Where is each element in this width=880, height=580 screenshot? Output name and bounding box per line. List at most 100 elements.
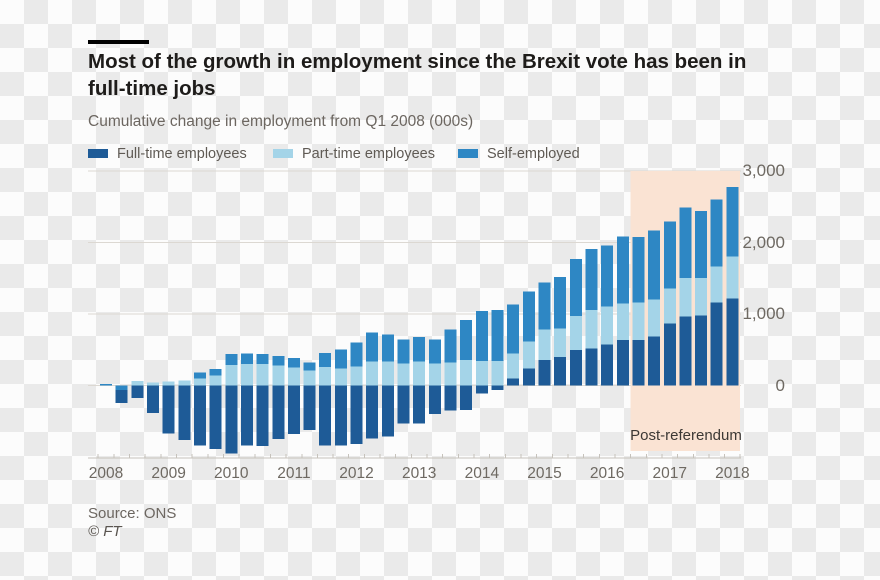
bar-2015 Q1-Part-time employees [538, 329, 551, 361]
bar-2014 Q1-Part-time employees [475, 361, 488, 386]
bar-2013 Q3-Part-time employees [444, 362, 457, 386]
bar-2015 Q2-Full-time employees [554, 356, 567, 386]
bar-2012 Q4-Full-time employees [397, 385, 410, 424]
bar-2014 Q2-Part-time employees [491, 361, 504, 386]
bar-2014 Q4-Part-time employees [522, 341, 535, 369]
bar-2014 Q4-Self-employed [522, 291, 535, 342]
bar-2017 Q3-Full-time employees [695, 315, 708, 386]
bar-2013 Q4-Full-time employees [460, 385, 473, 410]
bar-2015 Q1-Self-employed [538, 282, 551, 330]
chart-subtitle: Cumulative change in employment from Q1 … [88, 113, 474, 130]
bar-2010 Q3-Full-time employees [256, 385, 269, 446]
bar-2012 Q1-Self-employed [350, 342, 363, 367]
bar-2010 Q3-Part-time employees [256, 364, 269, 386]
legend-label-self-employed: Self-employed [487, 145, 580, 162]
bar-2009 Q1-Part-time employees [162, 381, 175, 386]
bar-2013 Q2-Full-time employees [428, 385, 441, 415]
bar-2013 Q1-Self-employed [413, 337, 426, 362]
bar-2012 Q4-Part-time employees [397, 363, 410, 386]
bar-2011 Q3-Part-time employees [319, 366, 332, 386]
bar-2015 Q4-Full-time employees [585, 348, 598, 386]
legend-label-full-time: Full-time employees [117, 145, 247, 162]
bar-2015 Q3-Full-time employees [569, 350, 582, 386]
bar-2010 Q1-Self-employed [225, 354, 238, 365]
x-year-label-2013: 2013 [401, 465, 437, 482]
bar-2016 Q1-Self-employed [601, 245, 614, 307]
bar-2017 Q2-Full-time employees [679, 316, 692, 386]
legend-swatch-self-employed-icon [458, 149, 478, 158]
bar-2014 Q2-Self-employed [491, 310, 504, 362]
bar-2009 Q3-Self-employed [193, 372, 206, 379]
bar-2016 Q4-Self-employed [648, 230, 661, 300]
bar-2010 Q4-Part-time employees [272, 365, 285, 386]
bar-2016 Q2-Full-time employees [616, 340, 629, 386]
bar-2015 Q4-Self-employed [585, 248, 598, 311]
ft-credit: © FT [88, 523, 122, 540]
bar-2017 Q3-Part-time employees [695, 277, 708, 316]
bar-2008 Q1-Self-employed [100, 384, 112, 386]
legend-label-part-time: Part-time employees [302, 145, 435, 162]
bar-2008 Q3-Part-time employees [131, 381, 144, 386]
y-tick-label-1,000: 1,000 [742, 304, 785, 323]
bar-2017 Q4-Part-time employees [710, 266, 723, 303]
bar-2008 Q2-Full-time employees [115, 390, 128, 404]
x-year-label-2012: 2012 [339, 465, 374, 482]
bar-2015 Q3-Part-time employees [569, 316, 582, 351]
bar-2017 Q4-Full-time employees [710, 302, 723, 386]
legend-swatch-full-time-icon [88, 149, 108, 158]
bar-2010 Q4-Self-employed [272, 356, 285, 366]
bar-2016 Q3-Full-time employees [632, 340, 645, 386]
bar-2013 Q1-Part-time employees [413, 361, 426, 386]
bar-2018 Q1-Full-time employees [726, 298, 739, 386]
bar-2010 Q4-Full-time employees [272, 385, 285, 439]
chart-title: Most of the growth in employment since t… [88, 50, 747, 100]
bar-2013 Q4-Self-employed [460, 320, 473, 361]
x-year-label-2016: 2016 [589, 465, 625, 482]
bar-2017 Q3-Self-employed [695, 211, 708, 278]
bar-2012 Q3-Full-time employees [381, 385, 394, 437]
bar-2011 Q3-Full-time employees [319, 385, 332, 446]
bar-2012 Q3-Self-employed [381, 334, 394, 362]
bar-2011 Q2-Part-time employees [303, 370, 316, 386]
source-note: Source: ONS [88, 505, 177, 522]
bar-2010 Q2-Full-time employees [240, 385, 253, 446]
bar-2010 Q3-Self-employed [256, 354, 269, 365]
bar-2009 Q4-Full-time employees [209, 385, 222, 450]
bar-2018 Q1-Self-employed [726, 187, 739, 257]
bar-2008 Q4-Part-time employees [146, 382, 159, 386]
bar-2011 Q2-Full-time employees [303, 385, 316, 431]
bar-2014 Q3-Self-employed [507, 304, 520, 354]
bar-2009 Q4-Self-employed [209, 369, 222, 376]
bar-2010 Q1-Part-time employees [225, 364, 238, 386]
bar-2016 Q1-Part-time employees [601, 306, 614, 345]
bar-2017 Q1-Full-time employees [663, 323, 676, 386]
bar-2016 Q4-Full-time employees [648, 336, 661, 386]
legend: Full-time employees Part-time employees … [0, 146, 880, 162]
bar-2016 Q4-Part-time employees [648, 299, 661, 337]
bar-2013 Q2-Part-time employees [428, 363, 441, 386]
bar-2009 Q1-Full-time employees [162, 385, 175, 434]
bar-2013 Q3-Self-employed [444, 329, 457, 363]
legend-item-part-time: Part-time employees [273, 145, 435, 162]
bar-2009 Q2-Full-time employees [178, 385, 191, 441]
bar-2012 Q2-Full-time employees [366, 385, 379, 439]
bar-2011 Q1-Part-time employees [287, 367, 300, 386]
bar-2011 Q2-Self-employed [303, 362, 316, 371]
bar-2017 Q2-Part-time employees [679, 277, 692, 317]
bar-2014 Q3-Full-time employees [507, 378, 520, 386]
post-referendum-label: Post-referendum [630, 427, 742, 444]
x-year-label-2014: 2014 [464, 465, 500, 482]
bar-2011 Q3-Self-employed [319, 352, 332, 367]
x-year-label-2011: 2011 [277, 465, 311, 482]
bar-2011 Q4-Full-time employees [334, 385, 347, 446]
bar-2014 Q3-Part-time employees [507, 353, 520, 379]
bar-2016 Q2-Part-time employees [616, 303, 629, 341]
x-year-label-2015: 2015 [527, 465, 562, 482]
bar-2011 Q4-Part-time employees [334, 368, 347, 386]
bar-2013 Q4-Part-time employees [460, 360, 473, 386]
bar-2015 Q2-Part-time employees [554, 328, 567, 357]
y-tick-label-0: 0 [775, 375, 785, 395]
bar-2015 Q1-Full-time employees [538, 360, 551, 386]
